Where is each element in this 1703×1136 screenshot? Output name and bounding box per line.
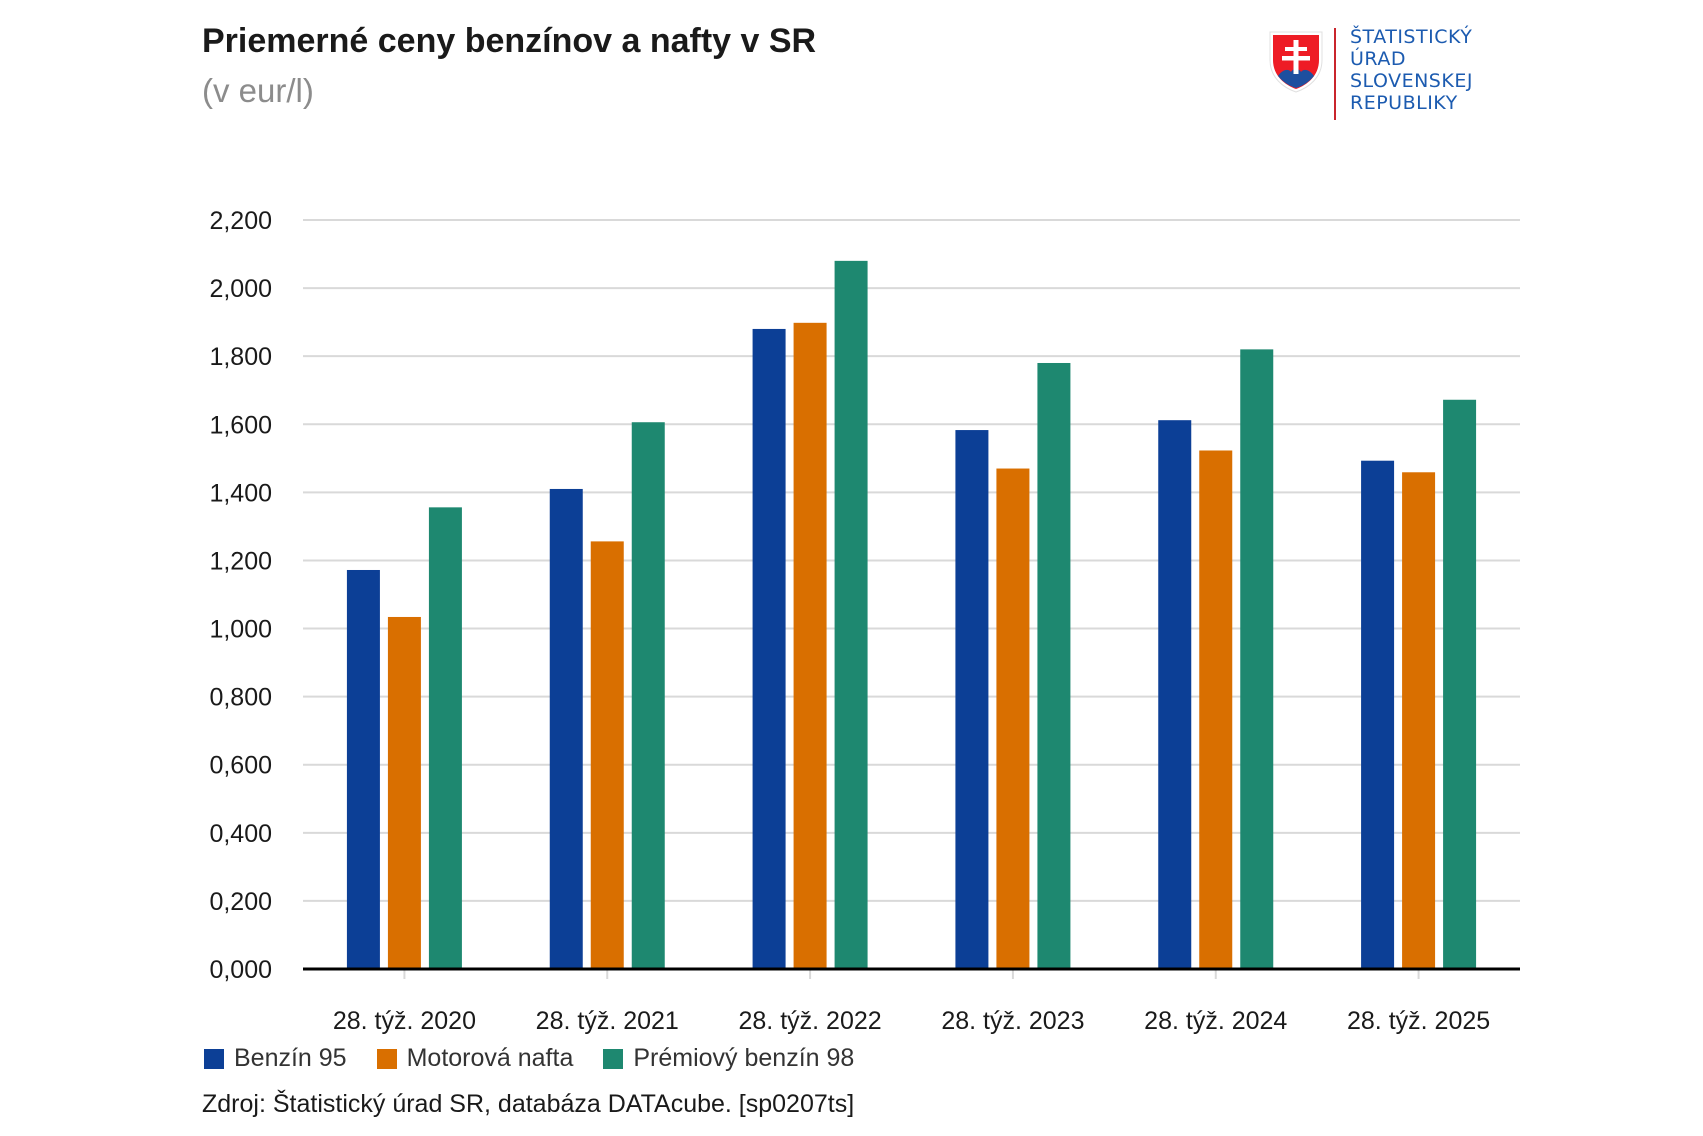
x-tick-label: 28. týž. 2025 (1347, 1007, 1490, 1035)
bar (549, 488, 583, 969)
x-tick-label: 28. týž. 2024 (1144, 1007, 1287, 1035)
bar (1361, 460, 1395, 969)
y-tick-label: 1,800 (209, 343, 272, 371)
y-tick-label: 0,000 (209, 956, 272, 984)
chart-title: Priemerné ceny benzínov a nafty v SR (202, 22, 817, 60)
bar (1240, 349, 1274, 969)
y-tick-label: 0,600 (209, 752, 272, 780)
legend-item-benzin-95: Benzín 95 (204, 1044, 347, 1073)
bar (1199, 450, 1233, 969)
legend: Benzín 95 Motorová nafta Prémiový benzín… (204, 1044, 884, 1073)
logo-line-4: REPUBLIKY (1350, 92, 1458, 114)
legend-item-premiovy-benzin-98: Prémiový benzín 98 (603, 1044, 854, 1073)
bar (1037, 362, 1071, 969)
bar (955, 430, 989, 970)
x-tick-label: 28. týž. 2020 (333, 1007, 476, 1035)
legend-item-motorova-nafta: Motorová nafta (376, 1044, 574, 1073)
source-note: Zdroj: Štatistický úrad SR, databáza DAT… (202, 1090, 855, 1118)
chart-subtitle: (v eur/l) (202, 72, 314, 109)
bar (1443, 399, 1477, 969)
bar (834, 260, 868, 969)
y-tick-label: 0,400 (209, 820, 272, 848)
legend-swatch-motorova-nafta (376, 1048, 397, 1069)
bar (793, 322, 827, 969)
bar (387, 616, 421, 969)
logo-line-1: ŠTATISTICKÝ (1350, 26, 1473, 48)
legend-label-motorova-nafta: Motorová nafta (406, 1044, 574, 1072)
x-tick-label: 28. týž. 2021 (536, 1007, 679, 1035)
bar (346, 569, 380, 969)
bar-chart: 0,000 0,200 0,400 0,600 0,800 1,000 1,200 1,400… (209, 207, 1520, 1035)
y-tick-label: 1,600 (209, 411, 272, 439)
bar (590, 541, 624, 969)
legend-label-premiovy-benzin-98: Prémiový benzín 98 (633, 1044, 855, 1072)
logo-line-2: ÚRAD (1350, 48, 1406, 70)
y-tick-label: 1,200 (209, 547, 272, 575)
y-tick-label: 1,000 (209, 616, 272, 644)
bar (996, 468, 1030, 969)
statistical-office-logo: ŠTATISTICKÝ ÚRAD SLOVENSKEJ REPUBLIKY (1268, 26, 1508, 126)
logo-line-3: SLOVENSKEJ (1350, 70, 1473, 92)
y-tick-label: 0,800 (209, 684, 272, 712)
x-tick-label: 28. týž. 2023 (941, 1007, 1084, 1035)
legend-swatch-premiovy-benzin-98 (603, 1048, 624, 1069)
y-tick-label: 2,000 (209, 275, 272, 303)
y-tick-label: 0,200 (209, 888, 272, 916)
x-tick-label: 28. týž. 2022 (739, 1007, 882, 1035)
legend-label-benzin-95: Benzín 95 (234, 1044, 347, 1072)
slovak-coat-of-arms-icon (1269, 31, 1323, 93)
y-tick-label: 1,400 (209, 479, 272, 507)
bar (1158, 420, 1192, 970)
bar (428, 507, 462, 969)
bar (1402, 472, 1436, 969)
bar (752, 328, 786, 970)
bar (631, 422, 665, 970)
y-tick-label: 2,200 (209, 207, 272, 235)
legend-swatch-benzin-95 (204, 1048, 224, 1069)
